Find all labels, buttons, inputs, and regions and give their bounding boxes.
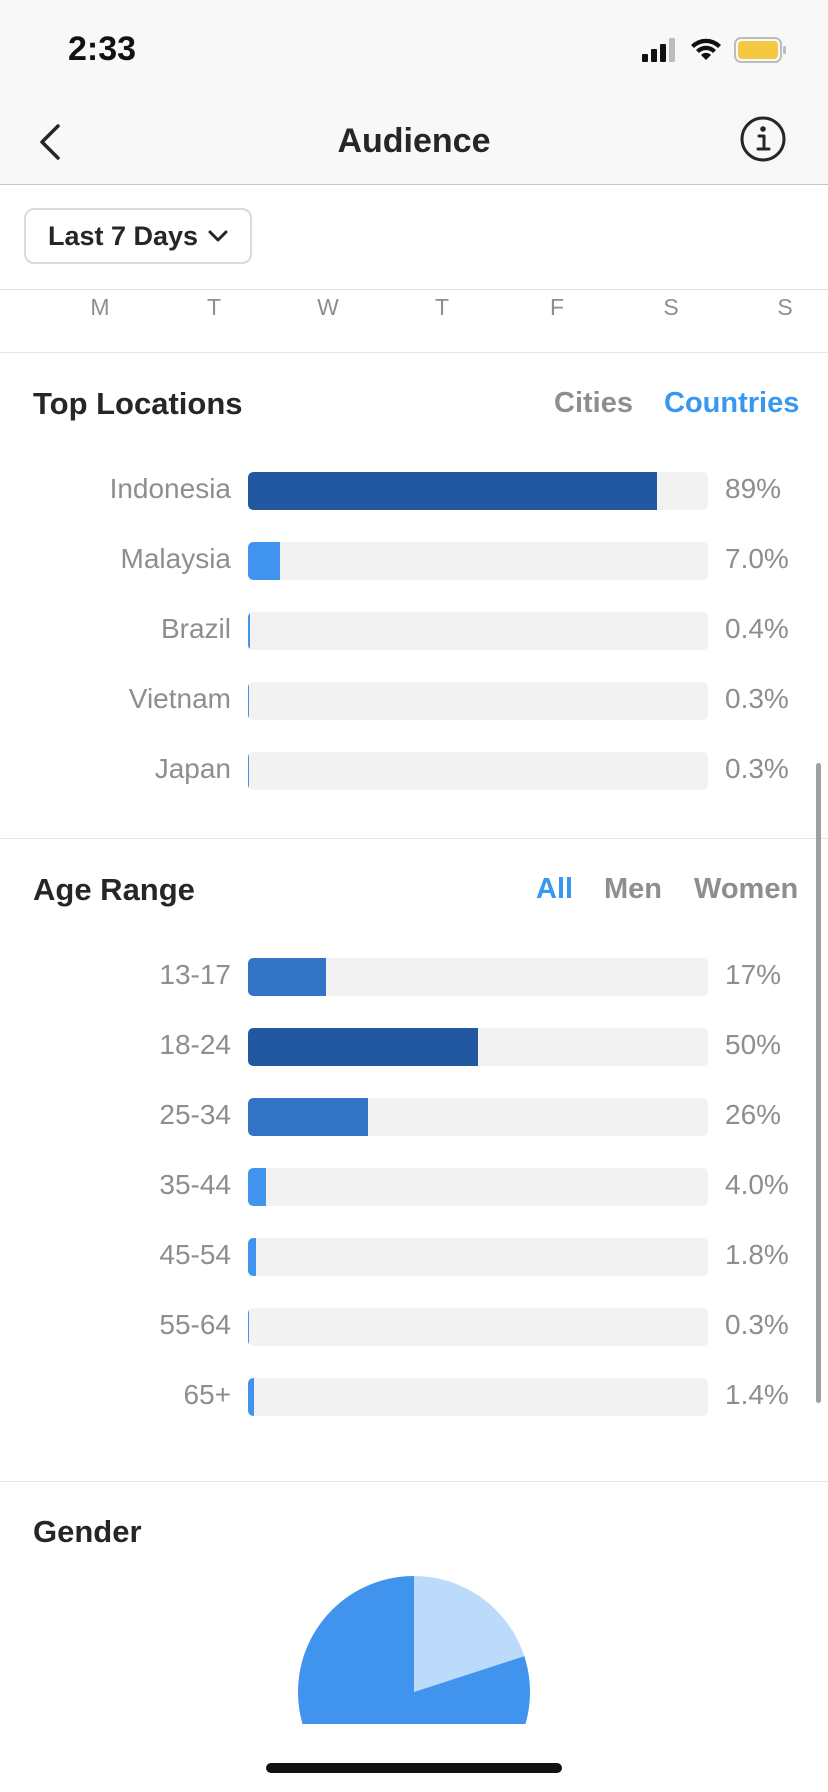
bar-track xyxy=(248,542,708,580)
section-divider xyxy=(0,1481,828,1482)
bar-track xyxy=(248,612,708,650)
location-row: Brazil 0.4% xyxy=(0,611,828,651)
location-row: Japan 0.3% xyxy=(0,751,828,791)
bar-fill xyxy=(248,1168,267,1206)
bar-fill xyxy=(248,472,658,510)
bar-fill xyxy=(248,612,250,650)
tab-countries[interactable]: Countries xyxy=(664,387,800,419)
age-percent: 1.8% xyxy=(725,1239,789,1270)
bar-track xyxy=(248,958,708,996)
period-dropdown[interactable]: Last 7 Days xyxy=(24,208,252,264)
location-percent: 89% xyxy=(725,473,782,504)
back-chevron-icon xyxy=(40,124,60,160)
age-row: 65+ 1.4% xyxy=(0,1377,828,1417)
period-label: Last 7 Days xyxy=(47,220,199,251)
day-label-sun: S xyxy=(777,294,793,320)
tab-women[interactable]: Women xyxy=(694,873,799,905)
scrollbar[interactable] xyxy=(816,763,821,1403)
age-bracket: 65+ xyxy=(183,1379,232,1410)
top-locations-title: Top Locations xyxy=(33,386,243,421)
location-percent: 0.3% xyxy=(725,753,789,784)
day-axis: M T W T F S S xyxy=(0,290,828,353)
day-label-thu: T xyxy=(434,294,450,320)
bar-fill xyxy=(248,682,250,720)
age-row: 45-54 1.8% xyxy=(0,1237,828,1277)
bar-track xyxy=(248,472,708,510)
battery-icon xyxy=(734,37,786,63)
bar-fill xyxy=(248,542,281,580)
day-label-fri: F xyxy=(549,294,565,320)
status-time: 2:33 xyxy=(68,30,137,68)
info-button[interactable] xyxy=(738,114,788,164)
back-button[interactable] xyxy=(30,118,70,166)
age-bracket: 13-17 xyxy=(159,959,231,990)
age-percent: 4.0% xyxy=(725,1169,789,1200)
chevron-down-icon xyxy=(208,230,228,242)
location-row: Malaysia 7.0% xyxy=(0,541,828,581)
status-icons xyxy=(642,36,788,64)
age-row: 25-34 26% xyxy=(0,1097,828,1137)
age-bracket: 35-44 xyxy=(159,1169,231,1200)
location-percent: 0.4% xyxy=(725,613,789,644)
age-row: 35-44 4.0% xyxy=(0,1167,828,1207)
age-percent: 17% xyxy=(725,959,782,990)
age-bracket: 55-64 xyxy=(159,1309,231,1340)
age-bracket: 45-54 xyxy=(159,1239,231,1270)
location-percent: 7.0% xyxy=(725,543,789,574)
signal-icon xyxy=(642,38,675,62)
section-divider xyxy=(0,838,828,839)
bar-track xyxy=(248,1238,708,1276)
status-bar: 2:33 xyxy=(0,0,828,100)
bar-track xyxy=(248,1098,708,1136)
age-row: 18-24 50% xyxy=(0,1027,828,1067)
bar-track xyxy=(248,682,708,720)
location-name: Vietnam xyxy=(128,683,231,714)
gender-pie-chart xyxy=(298,1576,530,1724)
age-row: 55-64 0.3% xyxy=(0,1307,828,1347)
bar-fill xyxy=(248,1308,250,1346)
bar-track xyxy=(248,1378,708,1416)
gender-pie-slice xyxy=(298,1576,530,1724)
age-bracket: 25-34 xyxy=(159,1099,231,1130)
age-row: 13-17 17% xyxy=(0,957,828,997)
tab-all[interactable]: All xyxy=(536,873,574,905)
day-label-wed: W xyxy=(317,294,339,320)
bar-fill xyxy=(248,1098,368,1136)
age-percent: 26% xyxy=(725,1099,782,1130)
location-name: Brazil xyxy=(160,613,231,644)
bar-fill xyxy=(248,1028,478,1066)
age-percent: 50% xyxy=(725,1029,782,1060)
home-indicator[interactable] xyxy=(266,1763,562,1773)
wifi-icon xyxy=(691,38,721,60)
day-label-mon: M xyxy=(90,294,110,320)
bar-fill xyxy=(248,958,327,996)
location-name: Indonesia xyxy=(109,473,231,504)
age-bracket: 18-24 xyxy=(159,1029,231,1060)
bar-track xyxy=(248,752,708,790)
info-icon xyxy=(740,116,786,162)
bar-track xyxy=(248,1308,708,1346)
bar-fill xyxy=(248,752,250,790)
bar-fill xyxy=(248,1378,255,1416)
gender-title: Gender xyxy=(33,1514,142,1549)
day-label-tue: T xyxy=(206,294,222,320)
page-title: Audience xyxy=(337,122,491,160)
age-percent: 1.4% xyxy=(725,1379,789,1410)
bar-track xyxy=(248,1168,708,1206)
age-percent: 0.3% xyxy=(725,1309,789,1340)
filter-row: Last 7 Days xyxy=(0,185,828,290)
location-row: Vietnam 0.3% xyxy=(0,681,828,721)
location-percent: 0.3% xyxy=(725,683,789,714)
nav-bar: Audience xyxy=(0,100,828,185)
location-row: Indonesia 89% xyxy=(0,471,828,511)
location-name: Malaysia xyxy=(120,543,231,574)
age-range-title: Age Range xyxy=(33,872,195,907)
day-label-sat: S xyxy=(663,294,679,320)
bar-fill xyxy=(248,1238,257,1276)
bar-track xyxy=(248,1028,708,1066)
tab-cities[interactable]: Cities xyxy=(554,387,633,419)
location-name: Japan xyxy=(154,753,231,784)
tab-men[interactable]: Men xyxy=(604,873,662,905)
gender-pie-slice xyxy=(414,1576,525,1692)
